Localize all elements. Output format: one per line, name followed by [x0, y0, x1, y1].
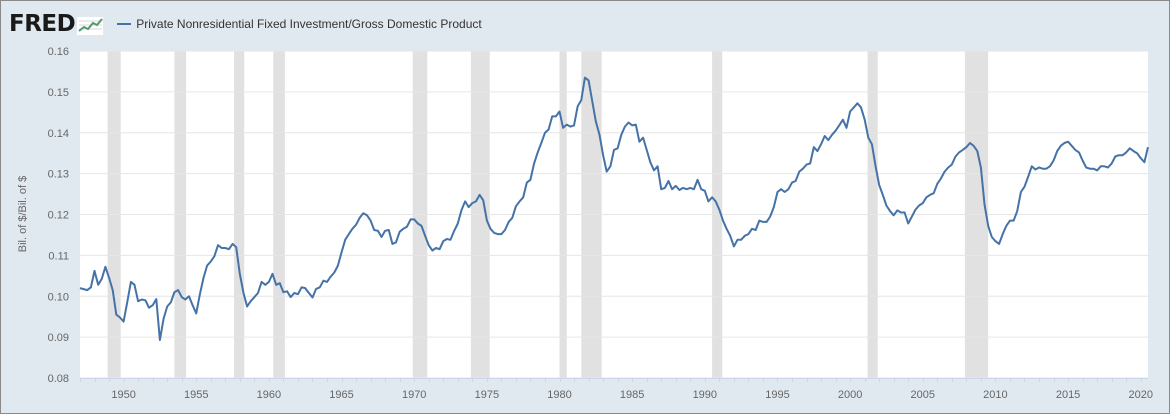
series-line	[79, 76, 1149, 341]
x-tick-label: 1955	[184, 389, 208, 401]
chart-header: FRED Private Nonresidential Fixed Invest…	[9, 7, 482, 41]
x-tick-label: 2000	[838, 389, 862, 401]
y-tick-label: 0.08	[48, 373, 69, 385]
x-tick-label: 2020	[1128, 389, 1152, 401]
y-tick-label: 0.16	[48, 46, 69, 58]
y-tick-label: 0.14	[48, 128, 69, 140]
fred-logo[interactable]: FRED	[9, 11, 76, 37]
y-tick-label: 0.10	[48, 291, 69, 303]
x-tick-label: 2010	[983, 389, 1007, 401]
x-tick-label: 1950	[111, 389, 135, 401]
x-tick-label: 1985	[620, 389, 644, 401]
fred-logo-chart-icon	[77, 17, 104, 35]
x-tick-label: 2015	[1056, 389, 1080, 401]
chart-legend: Private Nonresidential Fixed Investment/…	[117, 17, 482, 31]
legend-series-label[interactable]: Private Nonresidential Fixed Investment/…	[136, 17, 482, 31]
x-axis-ticks: 1950 1955 1960 1965 1970 1975 1980 1985 1990 1995…	[80, 378, 1153, 401]
x-tick-label: 1965	[329, 389, 353, 401]
gridlines	[80, 50, 1148, 379]
y-axis-ticks: 0.08 0.09 0.10 0.11 0.12 0.13 0.14 0.15 0.16	[48, 46, 69, 385]
y-tick-label: 0.12	[48, 210, 69, 222]
legend-swatch	[117, 23, 132, 25]
y-tick-label: 0.15	[48, 87, 69, 99]
y-tick-label: 0.09	[48, 332, 69, 344]
x-tick-label: 1990	[693, 389, 717, 401]
y-axis-label: Bil. of $/Bil. of $	[17, 176, 29, 252]
x-tick-label: 1975	[475, 389, 499, 401]
x-tick-label: 1995	[765, 389, 789, 401]
x-tick-label: 1980	[547, 389, 571, 401]
x-tick-label: 1960	[257, 389, 281, 401]
y-tick-label: 0.13	[48, 169, 69, 181]
y-tick-label: 0.11	[48, 250, 69, 262]
x-tick-label: 2005	[911, 389, 935, 401]
x-tick-label: 1970	[402, 389, 426, 401]
